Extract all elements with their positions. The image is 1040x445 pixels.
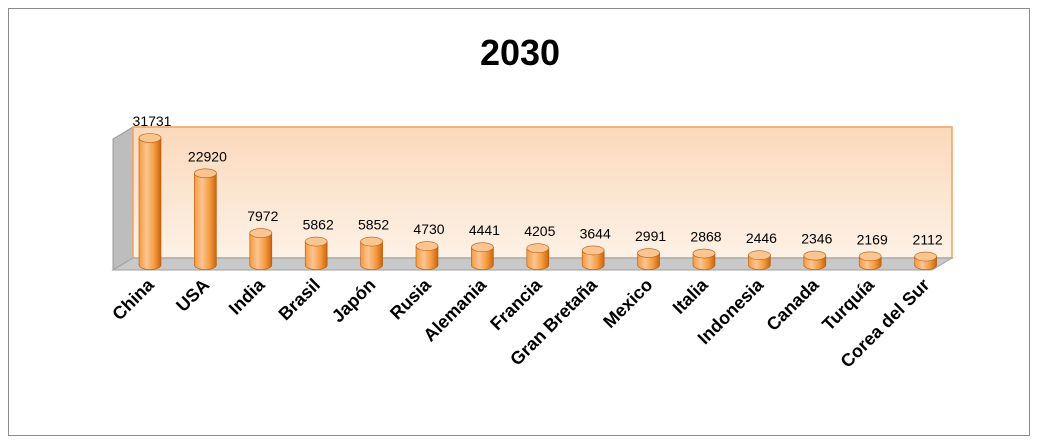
bar <box>858 251 882 270</box>
value-label: 2169 <box>857 231 888 247</box>
bar-cap <box>471 242 494 253</box>
bar-cap <box>249 228 273 238</box>
bar <box>581 245 605 270</box>
bar-body <box>194 172 217 270</box>
bar-cap <box>581 245 605 256</box>
value-label: 7972 <box>247 208 278 224</box>
bar <box>692 248 716 270</box>
value-label: 2346 <box>801 231 832 247</box>
bar-body <box>581 250 605 270</box>
bar-body <box>471 246 494 270</box>
category-label: China <box>108 274 158 324</box>
value-label: 5862 <box>303 217 334 233</box>
bar-cap <box>138 133 162 143</box>
category-label: Italia <box>669 274 713 318</box>
bar-cap <box>194 168 217 179</box>
category-label: USA <box>172 275 213 316</box>
value-label: 4205 <box>524 223 555 239</box>
bar <box>637 248 660 270</box>
bar-cap <box>304 236 328 247</box>
bar <box>138 133 162 270</box>
bar <box>914 251 937 270</box>
bars-group <box>138 133 937 270</box>
value-label: 31731 <box>133 113 172 129</box>
bar-body <box>526 247 550 270</box>
bar-body <box>415 245 439 270</box>
value-label: 4730 <box>413 221 444 237</box>
value-label: 2112 <box>913 232 943 248</box>
bar-body <box>360 241 383 270</box>
value-label: 22920 <box>188 148 227 164</box>
bar-body <box>249 232 273 270</box>
category-label: India <box>225 274 270 319</box>
side-wall <box>112 126 134 271</box>
bar-cap <box>858 251 882 262</box>
value-label: 4441 <box>469 222 500 238</box>
category-labels-group: China USA India Brasil Japón RusiaAlemaniaFra… <box>108 274 933 372</box>
category-label: Japón <box>328 275 380 327</box>
value-label: 3644 <box>580 225 611 241</box>
bar-cap <box>803 250 827 261</box>
value-label: 2868 <box>690 229 721 245</box>
bar <box>249 228 273 270</box>
bar <box>415 241 439 270</box>
category-label: Mexico <box>599 275 656 332</box>
category-label: Canada <box>763 274 824 335</box>
value-labels-group: 31731 22920 7972 5862 5852 4730 4441 4205 3644 29… <box>133 113 943 248</box>
category-label: Rusia <box>386 274 436 324</box>
bar <box>526 243 550 270</box>
bar <box>304 236 328 270</box>
bar-body <box>138 137 162 270</box>
bar <box>748 250 771 270</box>
category-label: Brasil <box>275 275 325 325</box>
value-label: 2446 <box>746 230 777 246</box>
bar-cap <box>526 243 550 253</box>
bar <box>471 242 494 270</box>
bar-cap <box>748 250 771 261</box>
bar <box>803 250 827 270</box>
chart-title: 2030 <box>479 32 561 73</box>
bar-cap <box>415 241 439 251</box>
bar <box>360 236 383 270</box>
bar-cap <box>360 236 383 247</box>
bar-cap <box>914 251 937 262</box>
bar-body <box>304 241 328 270</box>
bar <box>194 168 217 270</box>
bar-cap <box>692 248 716 259</box>
bar-cap <box>637 248 660 258</box>
value-label: 5852 <box>358 217 389 233</box>
value-label: 2991 <box>635 228 666 244</box>
